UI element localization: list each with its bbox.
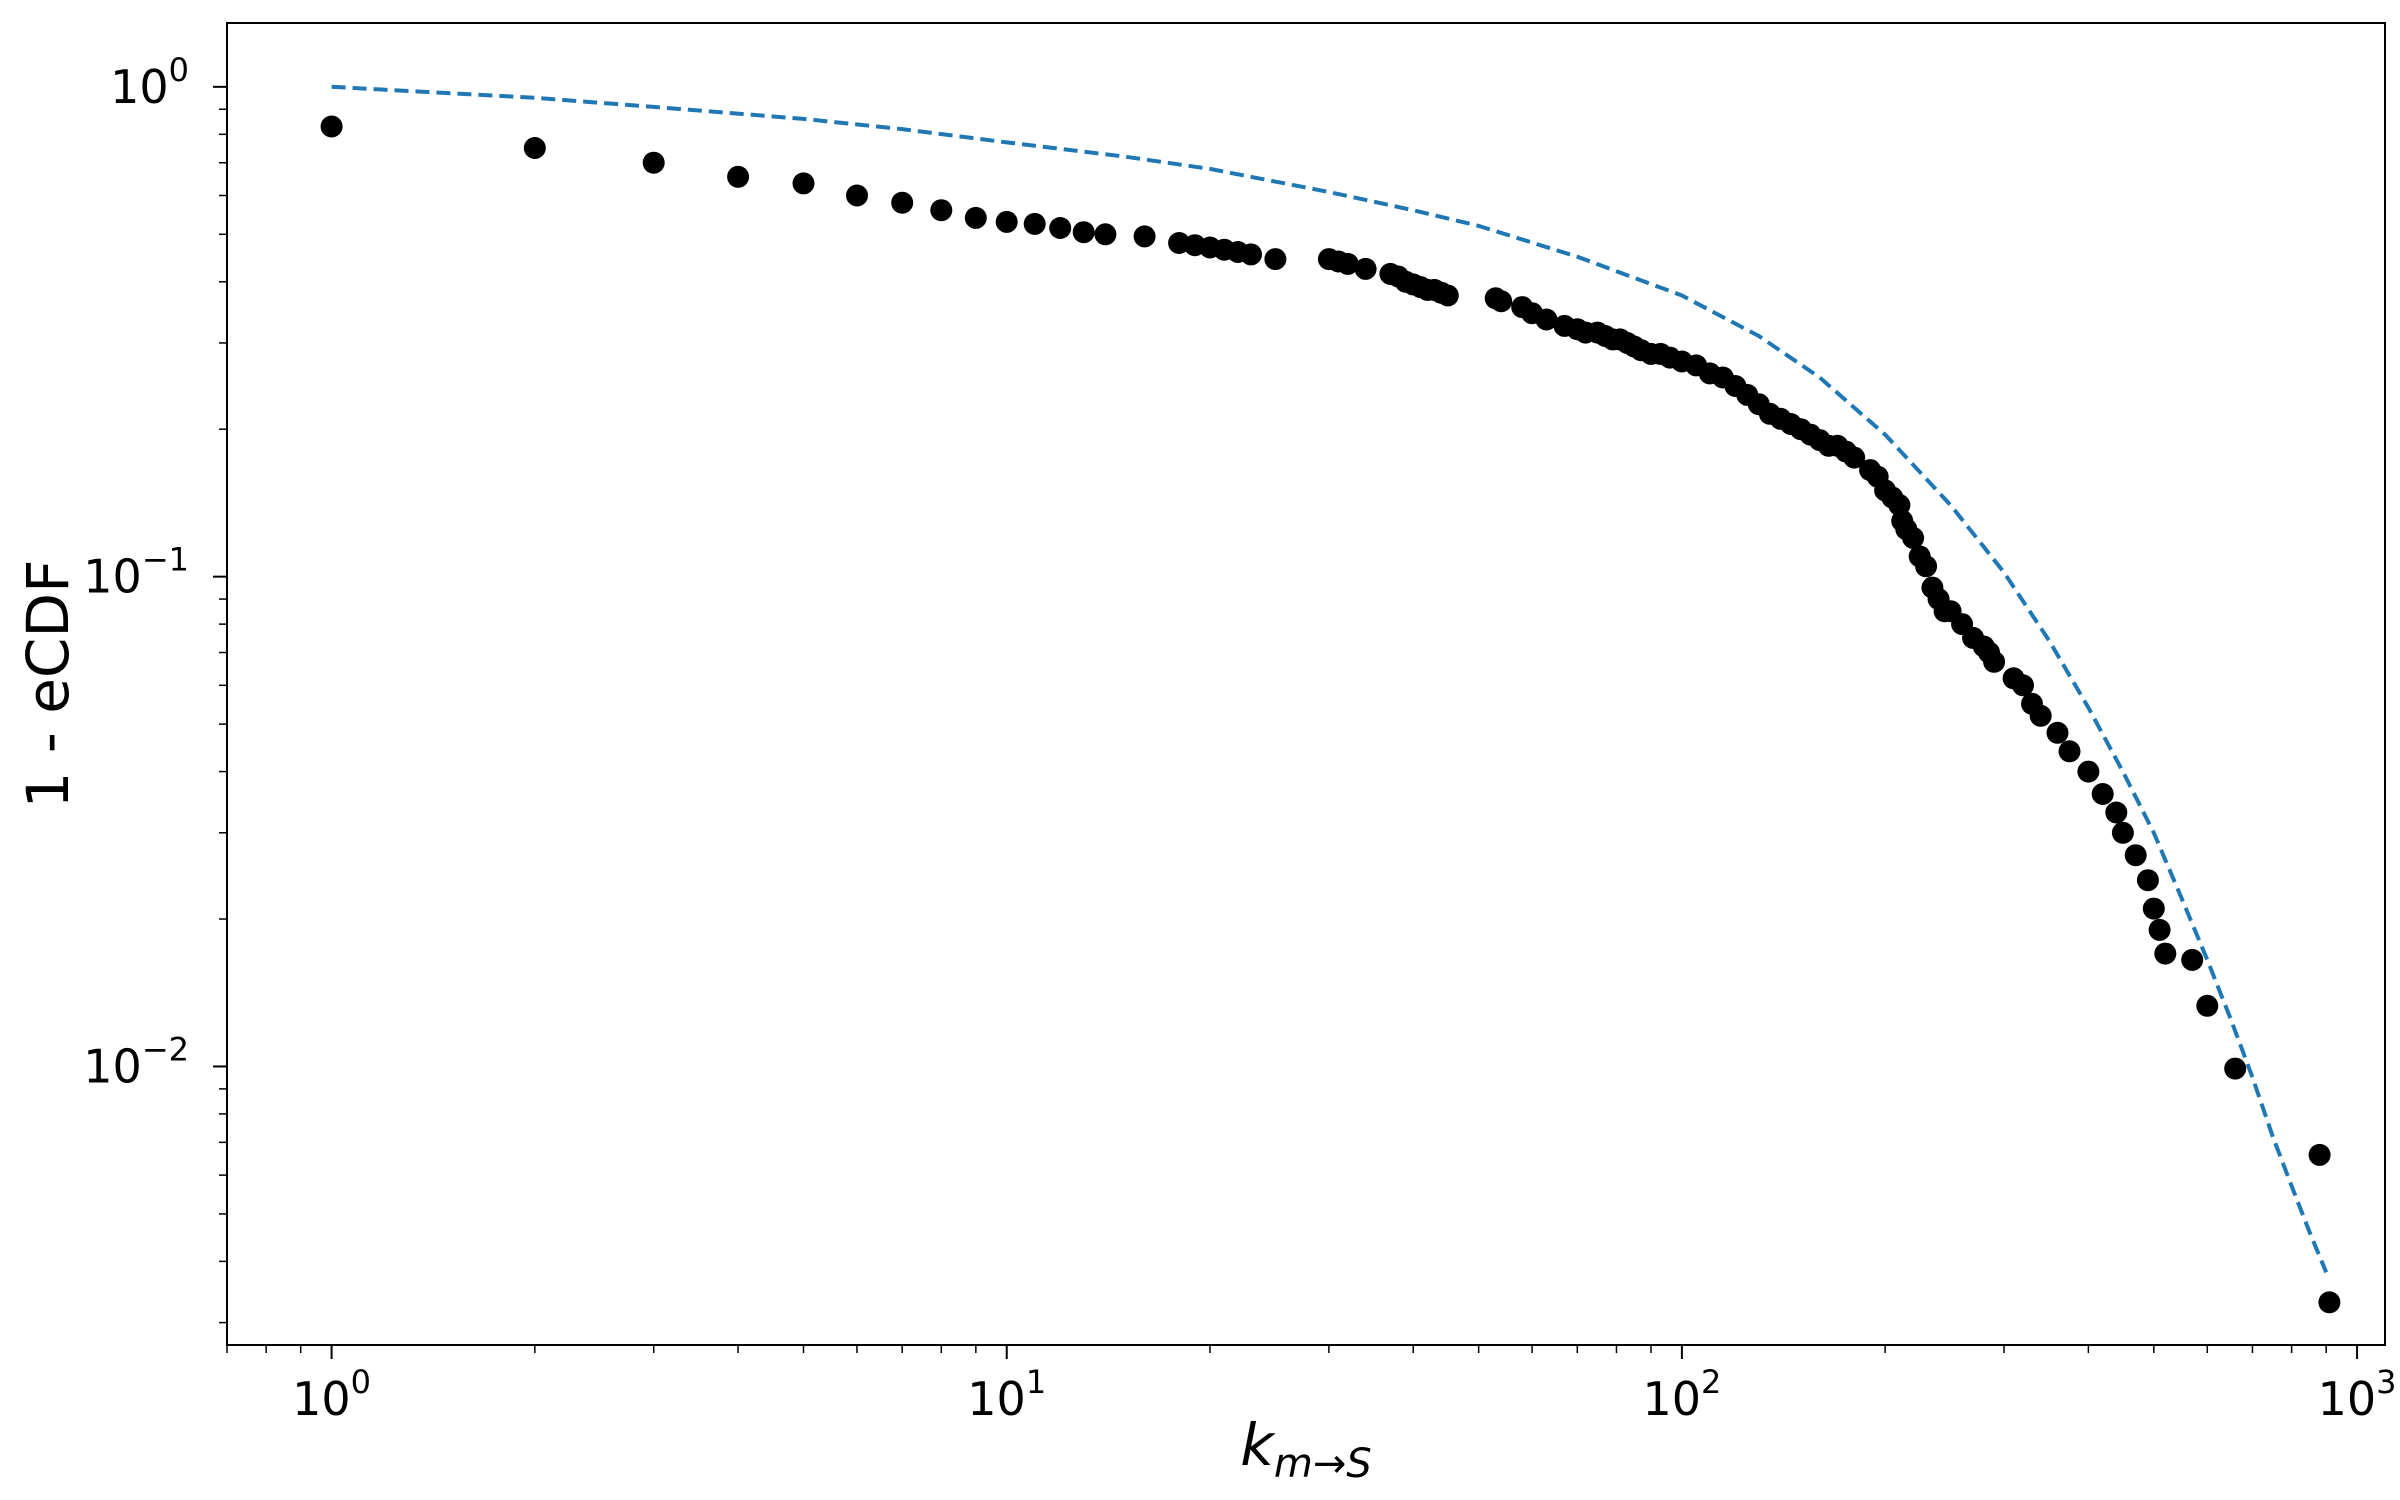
data-point [2224,1057,2247,1080]
x-axis-label: km→S [1240,1411,1371,1487]
data-point [2029,704,2052,727]
x-tick-label-exp: 2 [1701,1363,1721,1401]
data-point [727,165,750,188]
data-point [1983,650,2006,673]
x-axis-label-base: k [1240,1411,1276,1479]
x-tick-label-exp: 1 [1026,1363,1046,1401]
y-tick-label-exp: 0 [169,51,189,89]
y-tick-label-base: 10 [110,60,169,114]
data-point [2142,897,2165,920]
x-axis-ticks: 100 101 102 103 [226,1345,2397,1426]
y-tick-label-exp: −1 [142,541,189,579]
data-point [1094,223,1117,246]
y-tick-label: 10−2 [83,1030,189,1093]
fit-curve [331,84,2329,1274]
data-point [523,137,546,159]
data-point [1902,526,1925,549]
data-point [2196,994,2219,1017]
y-axis-label: 1 - eCDF [14,560,82,809]
data-point [2111,821,2134,844]
x-axis-label-sub: m→S [1274,1441,1372,1487]
data-point [2154,942,2177,965]
data-point [2058,740,2081,763]
data-point [1436,284,1459,307]
x-tick-label: 101 [967,1363,1046,1426]
data-point [1023,212,1046,235]
data-point [2091,783,2114,805]
data-point [1354,257,1377,280]
data-points [320,115,2341,1314]
y-tick-label-base: 10 [83,1039,142,1093]
data-point [792,172,815,195]
x-tick-label-base: 10 [292,1372,351,1426]
plot-area [226,22,2386,1346]
data-point [1843,446,1866,469]
x-tick-label: 102 [1642,1363,1721,1426]
data-point [2136,869,2159,892]
data-point [891,191,914,214]
data-point [642,151,665,174]
x-tick-label-exp: 3 [2376,1363,2396,1401]
data-point [1240,243,1262,266]
data-point [2077,760,2100,783]
data-point [1535,308,1558,331]
y-tick-label: 100 [110,51,189,114]
data-point [320,115,343,138]
data-point [2046,721,2069,744]
x-tick-label-base: 10 [1642,1372,1701,1426]
y-tick-label: 10−1 [83,541,189,604]
x-tick-label-base: 10 [2318,1372,2377,1426]
y-tick-label-exp: −2 [142,1030,189,1068]
data-point [2105,801,2128,824]
fit-curve-line [331,84,2329,1274]
data-point [2148,918,2171,941]
data-point [2124,844,2147,867]
data-point [1133,225,1156,248]
data-point [846,184,868,207]
data-point [2308,1143,2331,1166]
data-point [2318,1291,2341,1314]
x-tick-label: 103 [2318,1363,2397,1426]
data-point [2181,948,2204,971]
x-tick-label: 100 [292,1363,371,1426]
data-point [1049,217,1072,239]
x-tick-label-base: 10 [967,1372,1026,1426]
data-point [1336,252,1359,275]
data-point [2012,674,2034,697]
data-point [1264,248,1287,271]
data-point [1072,221,1095,244]
data-point [964,206,987,229]
y-tick-label-base: 10 [83,550,142,604]
data-point [1915,555,1938,578]
data-point [1490,290,1513,313]
data-point [930,199,953,222]
x-tick-label-exp: 0 [351,1363,371,1401]
data-point [995,210,1018,233]
